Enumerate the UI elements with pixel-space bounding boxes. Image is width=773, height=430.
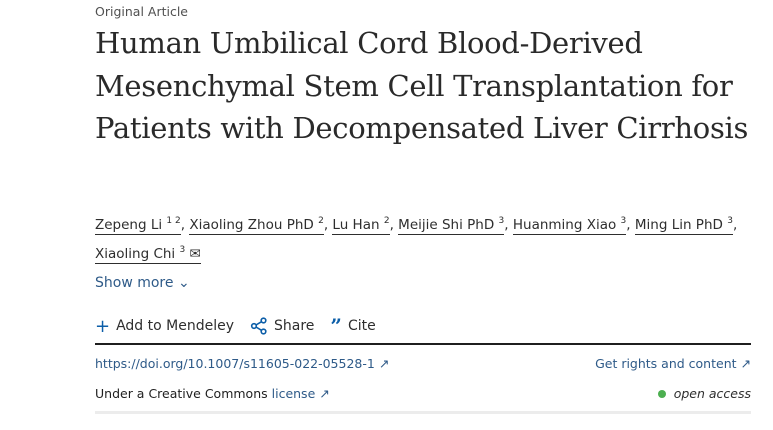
show-more-button[interactable]: Show more ⌄ bbox=[95, 275, 190, 291]
author-link[interactable]: Huanming Xiao 3 bbox=[512, 216, 627, 235]
author-link[interactable]: Ming Lin PhD 3 bbox=[634, 216, 733, 235]
bottom-divider bbox=[95, 411, 751, 414]
add-to-mendeley-button[interactable]: + Add to Mendeley bbox=[95, 316, 234, 337]
chevron-down-icon: ⌄ bbox=[177, 275, 190, 291]
affiliation-sup: 3 bbox=[620, 216, 627, 226]
doi-link[interactable]: https://doi.org/10.1007/s11605-022-05528… bbox=[95, 356, 389, 371]
author-name: Xiaoling Chi bbox=[95, 246, 176, 262]
affiliation-sup: 1 2 bbox=[166, 216, 181, 226]
affiliation-sup: 2 bbox=[318, 216, 324, 226]
open-access-dot-icon bbox=[657, 389, 666, 398]
cite-label: Cite bbox=[347, 318, 376, 334]
mendeley-label: Add to Mendeley bbox=[116, 318, 235, 334]
license-link[interactable]: license ↗ bbox=[272, 386, 330, 401]
author-link[interactable]: Xiaoling Chi 3 ✉ bbox=[95, 245, 201, 264]
license-text: Under a Creative Commons license ↗ bbox=[95, 386, 330, 401]
author-name: Xiaoling Zhou PhD bbox=[189, 217, 314, 233]
share-label: Share bbox=[274, 318, 315, 334]
quote-icon: ” bbox=[330, 314, 342, 338]
affiliation-sup: 3 bbox=[498, 216, 505, 226]
doi-row: https://doi.org/10.1007/s11605-022-05528… bbox=[95, 356, 751, 371]
author-name: Huanming Xiao bbox=[512, 217, 617, 233]
author-list: Zepeng Li 1 2, Xiaoling Zhou PhD 2, Lu H… bbox=[95, 216, 738, 264]
share-icon bbox=[250, 317, 267, 335]
divider bbox=[95, 343, 751, 345]
affiliation-sup: 3 bbox=[179, 245, 186, 255]
author-name: Lu Han bbox=[332, 217, 380, 233]
author-link[interactable]: Xiaoling Zhou PhD 2 bbox=[189, 216, 324, 235]
author-name: Ming Lin PhD bbox=[634, 217, 723, 233]
open-access-label: open access bbox=[673, 386, 751, 401]
author-link[interactable]: Lu Han 2 bbox=[332, 216, 390, 235]
external-link-icon: ↗ bbox=[319, 386, 330, 401]
get-rights-link[interactable]: Get rights and content ↗ bbox=[595, 356, 751, 371]
external-link-icon: ↗ bbox=[740, 356, 751, 371]
affiliation-sup: 3 bbox=[727, 216, 733, 226]
license-row: Under a Creative Commons license ↗ open … bbox=[95, 386, 751, 401]
license-prefix: Under a Creative Commons bbox=[95, 386, 268, 401]
plus-icon: + bbox=[95, 315, 111, 337]
doi-text: https://doi.org/10.1007/s11605-022-05528… bbox=[95, 356, 375, 371]
license-link-text: license bbox=[271, 386, 316, 401]
author-name: Meijie Shi PhD bbox=[398, 217, 495, 233]
affiliation-sup: 2 bbox=[383, 216, 390, 226]
action-bar: + Add to Mendeley Share ” Cite bbox=[95, 314, 376, 338]
share-button[interactable]: Share bbox=[250, 317, 314, 335]
external-link-icon: ↗ bbox=[378, 356, 390, 371]
article-type: Original Article bbox=[95, 4, 188, 19]
author-name: Zepeng Li bbox=[95, 217, 163, 233]
open-access-badge: open access bbox=[657, 386, 751, 401]
rights-text: Get rights and content bbox=[595, 356, 737, 371]
envelope-icon: ✉ bbox=[189, 246, 201, 262]
author-link[interactable]: Meijie Shi PhD 3 bbox=[398, 216, 505, 235]
author-link[interactable]: Zepeng Li 1 2 bbox=[95, 216, 181, 235]
cite-button[interactable]: ” Cite bbox=[330, 314, 375, 338]
show-more-label: Show more bbox=[95, 275, 174, 291]
article-title: Human Umbilical Cord Blood-Derived Mesen… bbox=[95, 26, 749, 145]
